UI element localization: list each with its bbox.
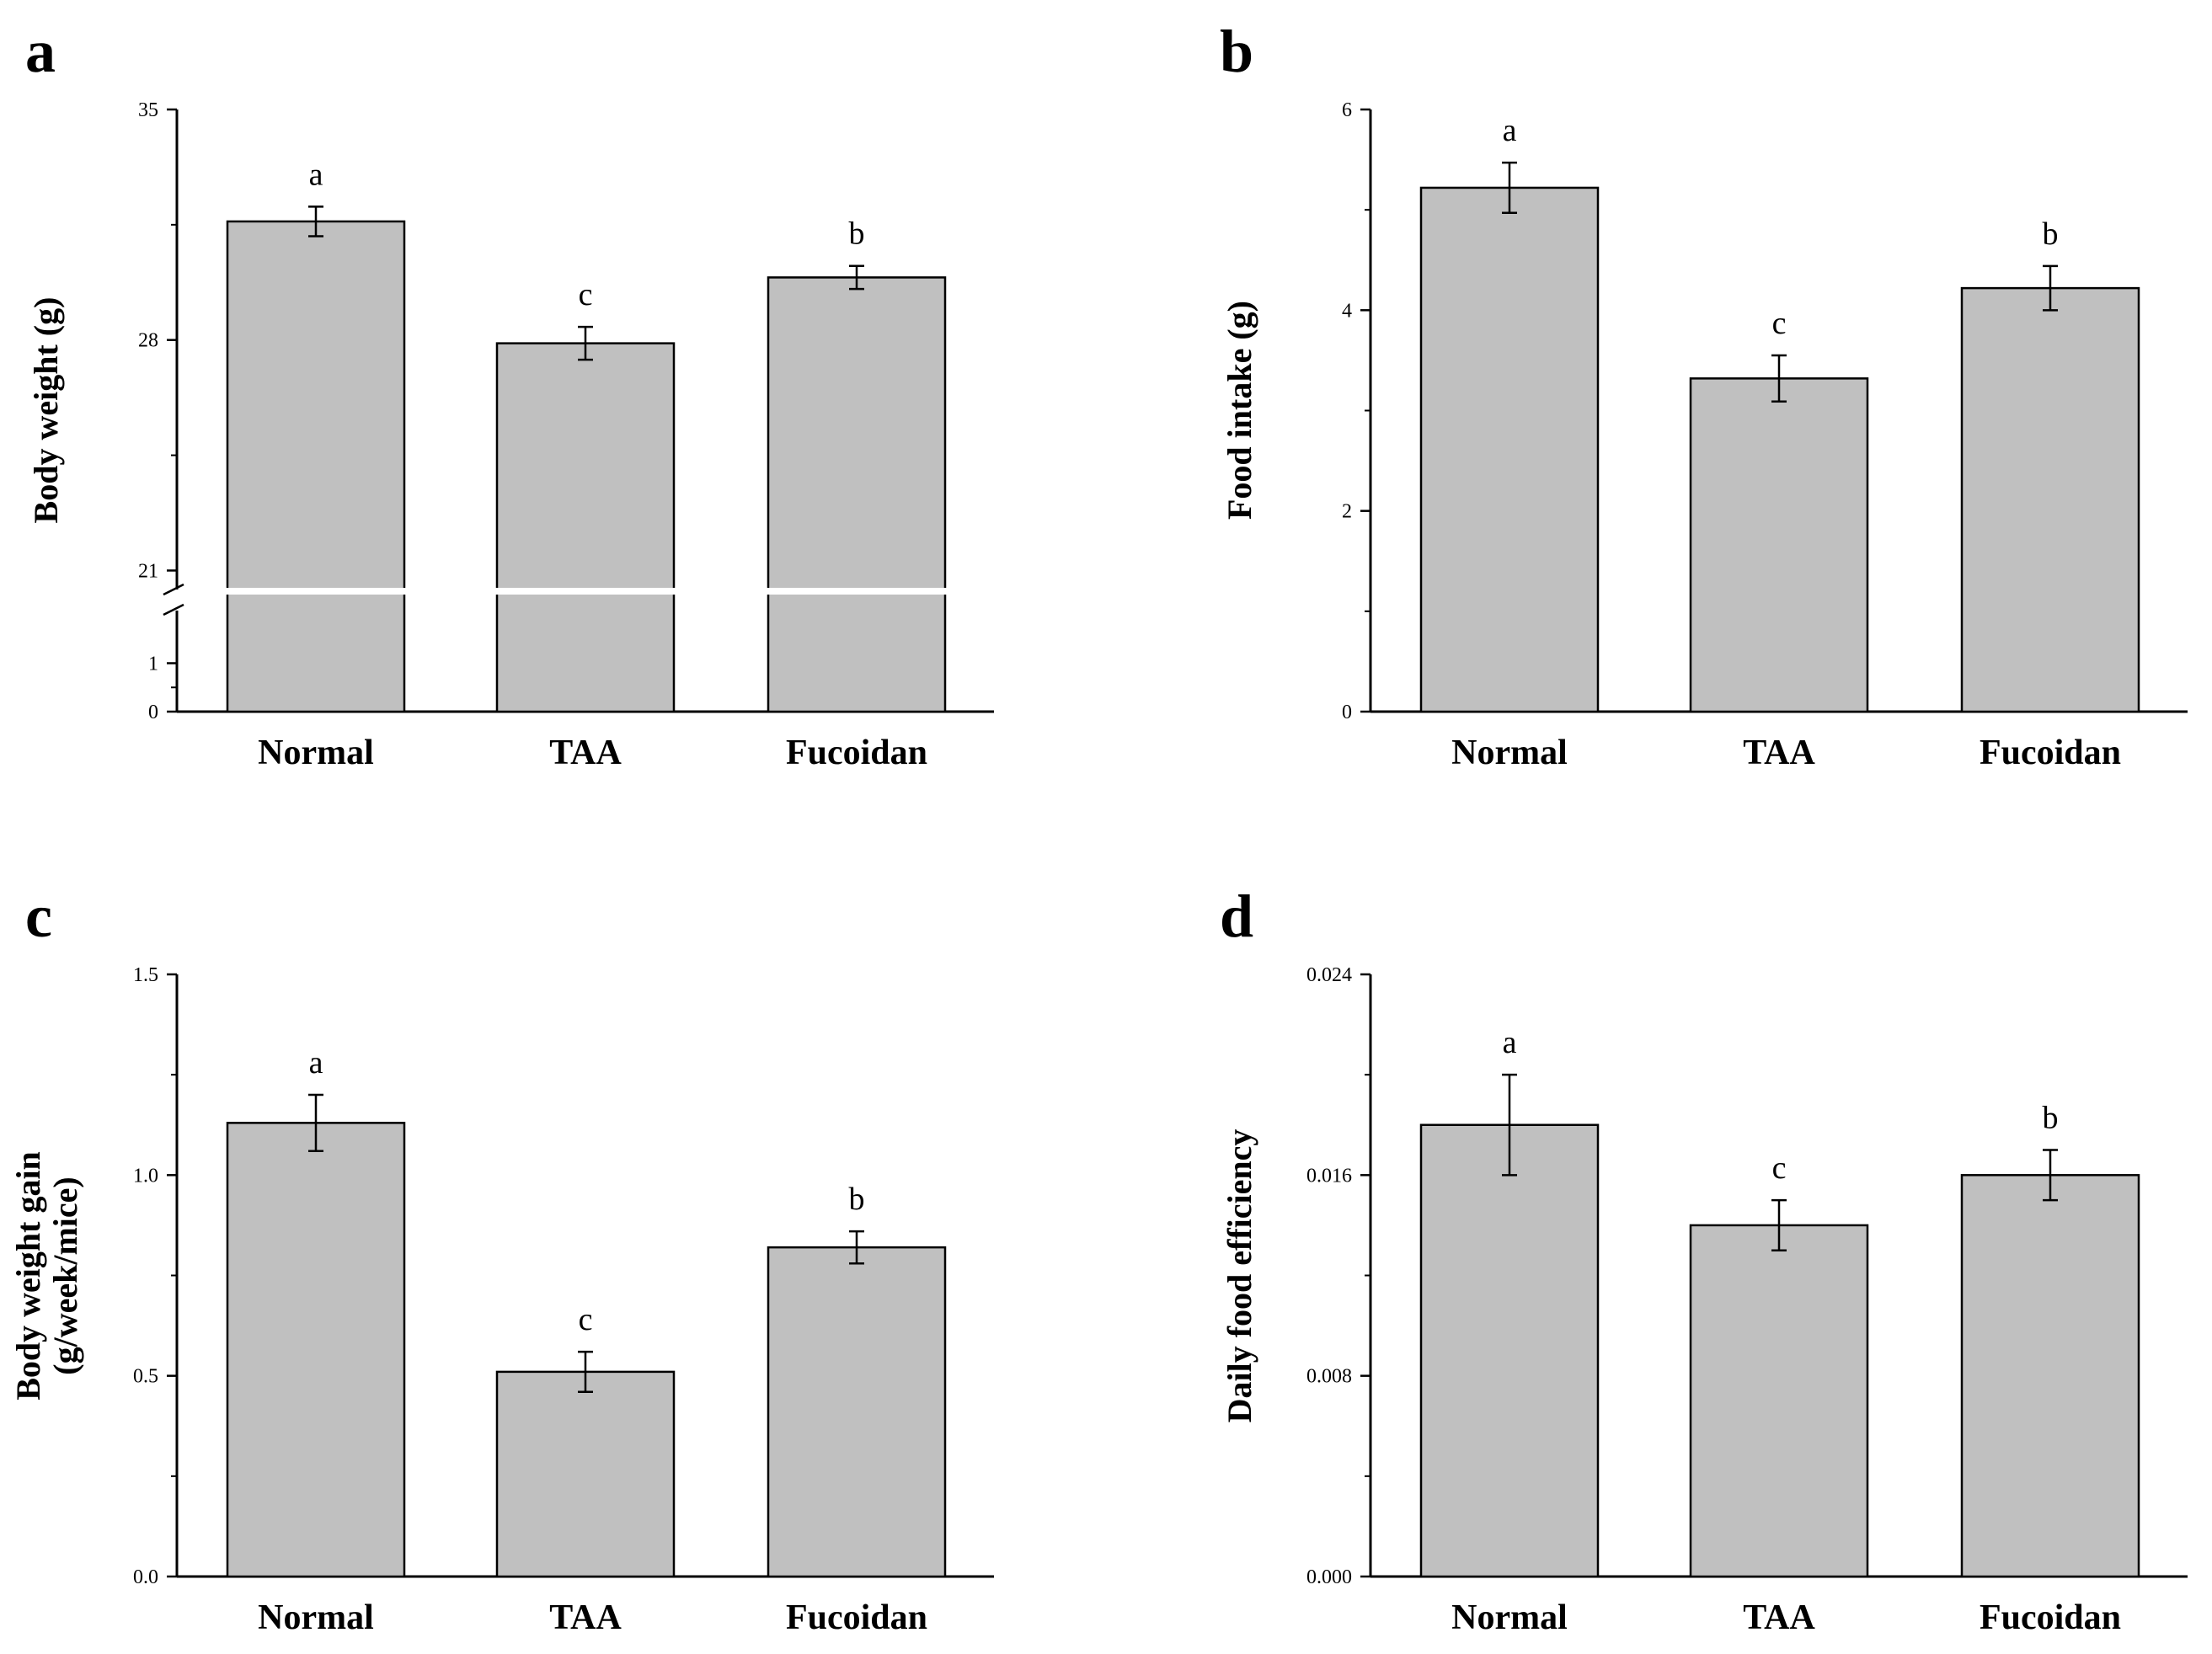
significance-label: c: [579, 1302, 593, 1337]
y-axis-title: Daily food efficiency: [1221, 1129, 1258, 1423]
y-axis-title: Food intake (g): [1221, 301, 1258, 520]
y-tick-label: 0: [148, 702, 158, 723]
y-tick-label: 35: [138, 99, 158, 121]
significance-label: b: [849, 1182, 865, 1217]
significance-label: c: [579, 277, 593, 312]
significance-label: c: [1772, 306, 1787, 341]
category-label: TAA: [1743, 1598, 1815, 1637]
y-tick-label: 1.0: [133, 1165, 158, 1187]
y-axis-title-line: Food intake (g): [1221, 301, 1258, 520]
y-tick-label: 0.0: [133, 1566, 158, 1588]
panel-c: c 0.0 0.5 1.0 1.5 a Normal c TAA b Fucoidan Body w…: [9, 883, 994, 1637]
bar: [1960, 286, 2140, 713]
panel-d: d 0.000 0.008 0.016 0.024 a Normal c TAA b Fucoid…: [1220, 883, 2188, 1637]
bar: [226, 220, 406, 713]
category-label: Fucoidan: [1980, 734, 2121, 772]
category-label: Normal: [1451, 1598, 1568, 1637]
category-label: Normal: [1451, 734, 1568, 772]
y-axis-title-line: Body weight (g): [27, 297, 65, 524]
bar-break-gap: [226, 588, 406, 595]
bar: [1960, 1174, 2140, 1578]
axis-break-mark: [163, 583, 184, 596]
category-label: TAA: [1743, 734, 1815, 772]
bar: [767, 276, 947, 713]
significance-label: c: [1772, 1150, 1787, 1186]
y-axis-title-line: Daily food efficiency: [1221, 1129, 1258, 1423]
y-axis-title-line: (g/week/mice): [46, 1176, 84, 1374]
y-tick-label: 0.5: [133, 1366, 158, 1388]
panel-a: a 0 1 21 28 35 a Normal c TAA b Fucoidan Body weigh…: [25, 18, 994, 772]
category-label: Fucoidan: [786, 734, 927, 772]
category-label: TAA: [549, 1598, 622, 1637]
category-label: TAA: [549, 734, 622, 772]
bar-break-gap: [495, 588, 676, 595]
y-axis-title: Body weight (g): [27, 297, 65, 524]
significance-label: a: [309, 1045, 323, 1080]
bar: [1689, 377, 1869, 713]
y-tick-label: 0.016: [1306, 1165, 1352, 1187]
bar: [495, 342, 676, 713]
category-label: Fucoidan: [786, 1598, 927, 1637]
y-tick-label: 6: [1342, 99, 1352, 121]
bar: [767, 1246, 947, 1578]
bar-break-gap: [767, 588, 947, 595]
significance-label: a: [309, 157, 323, 192]
y-tick-label: 0.024: [1306, 964, 1352, 986]
bar: [1689, 1224, 1869, 1578]
y-axis-title: Body weight gain(g/week/mice): [9, 1151, 84, 1401]
panel-letter: a: [25, 18, 56, 85]
bar: [1419, 1123, 1600, 1578]
y-tick-label: 0.000: [1306, 1566, 1352, 1588]
bar: [226, 1122, 406, 1578]
y-tick-label: 28: [138, 330, 158, 352]
category-label: Normal: [258, 1598, 374, 1637]
significance-label: b: [2043, 1101, 2059, 1136]
panel-b: b 0 2 4 6 a Normal c TAA b Fucoidan Food intake (g…: [1220, 18, 2188, 772]
panel-letter: c: [25, 883, 52, 950]
panel-letter: d: [1220, 883, 1253, 950]
significance-label: a: [1503, 1025, 1517, 1060]
significance-label: b: [2043, 216, 2059, 252]
axis-break-mark: [163, 603, 184, 616]
y-tick-label: 1.5: [133, 964, 158, 986]
category-label: Fucoidan: [1980, 1598, 2121, 1637]
y-tick-label: 21: [138, 560, 158, 582]
significance-label: a: [1503, 113, 1517, 148]
category-label: Normal: [258, 734, 374, 772]
bar: [1419, 186, 1600, 713]
bar: [495, 1370, 676, 1578]
y-tick-label: 2: [1342, 501, 1352, 523]
y-tick-label: 1: [148, 654, 158, 675]
y-tick-label: 4: [1342, 300, 1352, 322]
y-tick-label: 0.008: [1306, 1366, 1352, 1388]
y-tick-label: 0: [1342, 702, 1352, 723]
y-axis-title-line: Body weight gain: [9, 1151, 47, 1401]
panel-letter: b: [1220, 18, 1253, 85]
significance-label: b: [849, 216, 865, 252]
